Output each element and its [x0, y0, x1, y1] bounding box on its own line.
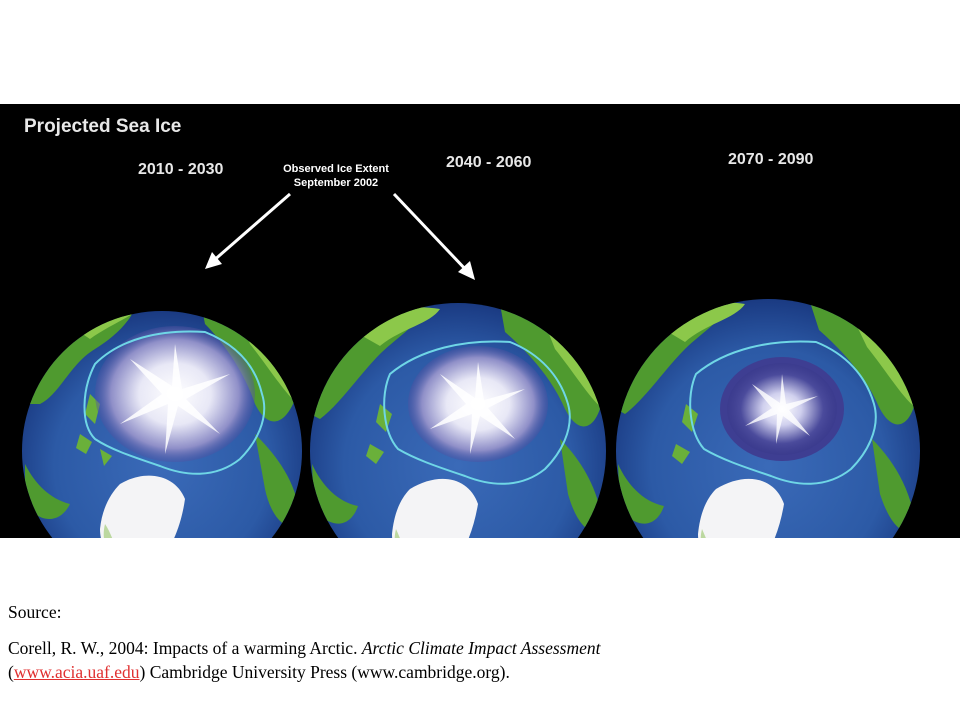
citation-text: (	[8, 662, 14, 682]
sea-ice-figure: Projected Sea Ice 2010 - 2030 2040 - 206…	[0, 104, 960, 538]
citation-italic-title: Arctic Climate Impact Assessment	[361, 638, 601, 658]
source-caption: Source: Corell, R. W., 2004: Impacts of …	[8, 600, 608, 684]
acia-link[interactable]: www.acia.uaf.edu	[13, 662, 140, 682]
panel-period-label: 2010 - 2030	[138, 161, 224, 178]
panel-period-label: 2040 - 2060	[446, 154, 532, 171]
arctic-globe-2010-2030	[22, 311, 302, 538]
source-label: Source:	[8, 602, 62, 622]
sea-ice-maps: Projected Sea Ice 2010 - 2030 2040 - 206…	[22, 116, 920, 538]
arctic-globe-2070-2090	[616, 299, 920, 538]
citation-text: Corell, R. W., 2004: Impacts of a warmin…	[8, 638, 362, 658]
annotation-arrows	[205, 192, 475, 280]
citation: Corell, R. W., 2004: Impacts of a warmin…	[8, 636, 608, 684]
figure-title: Projected Sea Ice	[24, 116, 181, 137]
panel-period-label: 2070 - 2090	[728, 151, 814, 168]
arctic-globe-2040-2060	[310, 303, 606, 538]
citation-text: ) Cambridge University Press (www.cambri…	[139, 662, 510, 682]
annotation-label-line1: Observed Ice Extent	[283, 163, 389, 175]
annotation-label-line2: September 2002	[294, 177, 378, 189]
